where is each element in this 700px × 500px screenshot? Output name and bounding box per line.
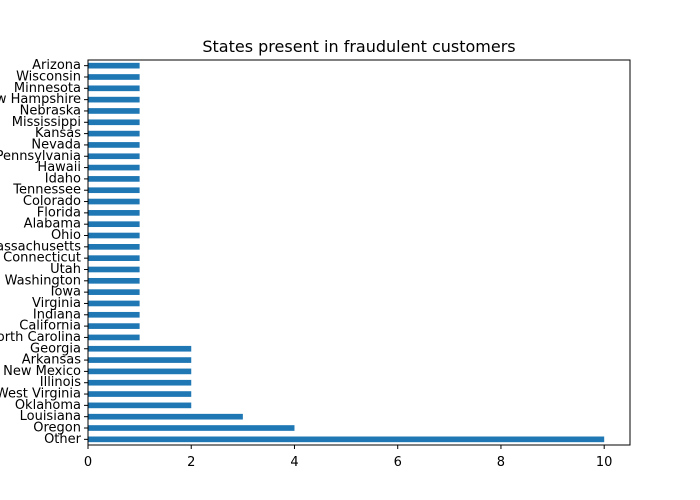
bar-louisiana (88, 413, 243, 420)
bar-connecticut (88, 255, 140, 261)
chart-title: States present in fraudulent customers (202, 37, 515, 56)
bar-illinois (88, 379, 192, 386)
bar-kansas (88, 130, 140, 137)
y-tick-label-utah: Utah (50, 262, 81, 277)
bar-indiana (88, 311, 140, 318)
y-tick-label-indiana: Indiana (33, 307, 81, 322)
bar-iowa (88, 289, 140, 295)
y-tick-label-new-mexico: New Mexico (3, 364, 81, 379)
y-tick-label-florida: Florida (37, 205, 81, 220)
y-tick-label-kansas: Kansas (35, 126, 81, 141)
y-tick-label-oregon: Oregon (33, 421, 81, 436)
bar-ohio (88, 232, 140, 239)
x-tick-label-0: 0 (84, 455, 92, 470)
y-tick-label-tennessee: Tennessee (12, 183, 81, 198)
plot-frame (87, 59, 631, 446)
bar-alabama (88, 221, 140, 228)
y-tick-label-west-virginia: West Virginia (0, 387, 81, 402)
x-tick-label-2: 2 (187, 455, 195, 470)
y-tick-label-nebraska: Nebraska (20, 103, 81, 118)
y-tick-label-idaho: Idaho (45, 171, 81, 186)
bar-west-virginia (88, 391, 192, 397)
bar-tennessee (88, 187, 140, 194)
y-tick-label-illinois: Illinois (40, 375, 81, 390)
x-tick-label-4: 4 (290, 455, 298, 470)
bar-new-mexico (88, 368, 192, 375)
y-tick-label-arizona: Arizona (32, 58, 81, 73)
bar-massachusetts (88, 244, 140, 250)
bar-nebraska (88, 108, 140, 114)
bar-arkansas (88, 357, 192, 363)
bar-georgia (88, 345, 192, 352)
y-tick-label-pennsylvania: Pennsylvania (0, 149, 81, 164)
bar-oregon (88, 425, 295, 431)
y-tick-label-california: California (19, 319, 81, 334)
x-axis-ticks: 0 2 4 6 8 10 (84, 445, 613, 470)
bar-north-carolina (88, 334, 140, 341)
y-tick-label-minnesota: Minnesota (14, 81, 81, 96)
y-tick-label-nevada: Nevada (31, 137, 81, 152)
y-tick-label-louisiana: Louisiana (20, 409, 81, 424)
bar-arizona (88, 62, 140, 69)
y-tick-label-hawaii: Hawaii (37, 160, 81, 175)
bar-florida (88, 210, 140, 216)
x-tick-label-10: 10 (596, 455, 613, 470)
y-tick-label-oklahoma: Oklahoma (15, 398, 81, 413)
y-tick-label-alabama: Alabama (24, 217, 81, 232)
y-tick-label-mississippi: Mississippi (12, 115, 81, 130)
y-tick-label-connecticut: Connecticut (3, 251, 81, 266)
bar-oklahoma (88, 402, 192, 409)
bars-group (88, 62, 605, 443)
bar-hawaii (88, 164, 140, 171)
bar-wisconsin (88, 74, 140, 80)
bar-colorado (88, 198, 140, 205)
y-tick-label-colorado: Colorado (23, 194, 81, 209)
x-tick-label-8: 8 (497, 455, 505, 470)
bar-pennsylvania (88, 153, 140, 160)
y-tick-label-iowa: Iowa (51, 285, 81, 300)
y-tick-label-virginia: Virginia (32, 296, 81, 311)
bar-california (88, 323, 140, 329)
y-tick-label-ohio: Ohio (51, 228, 81, 243)
bar-minnesota (88, 85, 140, 92)
y-tick-label-other: Other (44, 432, 82, 447)
bar-nevada (88, 142, 140, 148)
bar-mississippi (88, 119, 140, 126)
bar-washington (88, 277, 140, 284)
y-tick-label-new-hampshire: New Hampshire (0, 92, 81, 107)
y-tick-label-washington: Washington (5, 273, 81, 288)
y-tick-label-north-carolina: North Carolina (0, 330, 81, 345)
bar-idaho (88, 176, 140, 182)
y-tick-label-georgia: Georgia (30, 341, 81, 356)
bar-utah (88, 266, 140, 273)
bar-new-hampshire (88, 96, 140, 103)
bar-virginia (88, 300, 140, 307)
x-tick-label-6: 6 (394, 455, 402, 470)
y-tick-label-wisconsin: Wisconsin (16, 69, 81, 84)
bar-other (88, 436, 605, 443)
y-tick-label-arkansas: Arkansas (22, 353, 81, 368)
y-tick-label-massachusetts: Massachusetts (0, 239, 81, 254)
